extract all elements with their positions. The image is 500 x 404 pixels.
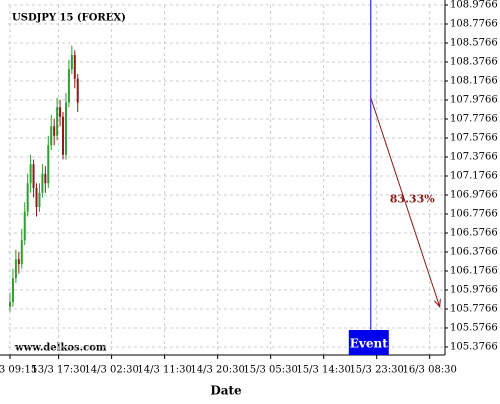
x-tick-label: 15/3 23:30 — [349, 365, 403, 376]
x-tick-label: 15/3 14:30 — [296, 365, 350, 376]
y-tick-label: 107.1766 — [450, 170, 498, 181]
candle-body — [32, 164, 35, 189]
y-tick-label: 107.3766 — [450, 151, 498, 162]
forecast-label: 83.33% — [390, 192, 435, 205]
x-tick-label: 13/3 09:15 — [0, 365, 37, 376]
candle-body — [47, 145, 50, 184]
candle-body — [67, 69, 70, 103]
y-tick-label: 106.1766 — [450, 265, 498, 276]
y-tick-label: 106.5766 — [450, 227, 498, 238]
y-tick-label: 108.7766 — [450, 18, 498, 29]
x-tick-label: 15/3 05:30 — [243, 365, 297, 376]
candle-body — [56, 107, 59, 136]
y-tick-label: 107.5766 — [450, 132, 498, 143]
watermark: www.delkos.com — [14, 343, 107, 354]
candle-body — [29, 164, 32, 184]
candle-body — [44, 173, 47, 184]
candle-body — [62, 116, 65, 155]
candle-body — [50, 126, 53, 146]
y-tick-label: 105.9766 — [450, 284, 498, 295]
candle-body — [20, 240, 23, 265]
event-box — [348, 330, 389, 355]
y-tick-label: 105.7766 — [450, 303, 498, 314]
x-tick-label: 14/3 11:30 — [137, 365, 191, 376]
candle-body — [26, 183, 29, 212]
y-tick-label: 108.9766 — [450, 0, 498, 11]
arrow-head — [434, 298, 441, 308]
x-tick-label: 13/3 17:30 — [31, 365, 85, 376]
y-tick-label: 106.7766 — [450, 208, 498, 219]
candle-body — [23, 211, 26, 241]
event-label: Event — [350, 337, 388, 351]
candle-body — [53, 126, 56, 136]
candle-body — [70, 55, 73, 70]
y-tick-label: 108.5766 — [450, 37, 498, 48]
y-tick-label: 105.3766 — [450, 341, 498, 352]
x-tick-label: 16/3 08:30 — [402, 365, 456, 376]
x-tick-label: 14/3 20:30 — [190, 365, 244, 376]
y-tick-label: 106.3766 — [450, 246, 498, 257]
candle-body — [38, 192, 41, 208]
y-tick-label: 107.7766 — [450, 113, 498, 124]
candle-body — [64, 102, 67, 155]
candle-body — [35, 188, 38, 208]
x-axis-label: Date — [210, 384, 242, 398]
y-tick-label: 108.1766 — [450, 75, 498, 86]
y-tick-label: 108.3766 — [450, 56, 498, 67]
candle-body — [9, 302, 12, 307]
x-tick-label: 14/3 02:30 — [84, 365, 138, 376]
y-tick-label: 105.5766 — [450, 322, 498, 333]
forecast-arrow — [370, 97, 441, 307]
candle-body — [41, 173, 44, 193]
candle-body — [73, 55, 76, 79]
y-tick-label: 107.9766 — [450, 94, 498, 105]
candle-body — [17, 259, 20, 265]
candle-body — [59, 107, 62, 117]
candle-body — [14, 259, 17, 279]
y-tick-label: 106.9766 — [450, 189, 498, 200]
chart-title: USDJPY 15 (FOREX) — [12, 13, 126, 24]
candle-body — [11, 278, 14, 303]
candle-body — [76, 78, 79, 103]
